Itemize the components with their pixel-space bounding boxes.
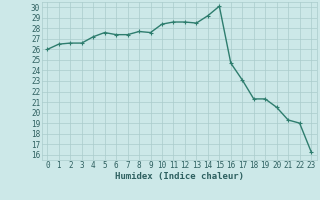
X-axis label: Humidex (Indice chaleur): Humidex (Indice chaleur) [115,172,244,181]
